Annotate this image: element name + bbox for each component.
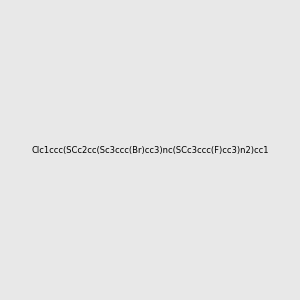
Text: Clc1ccc(SCc2cc(Sc3ccc(Br)cc3)nc(SCc3ccc(F)cc3)n2)cc1: Clc1ccc(SCc2cc(Sc3ccc(Br)cc3)nc(SCc3ccc(… (31, 146, 269, 154)
